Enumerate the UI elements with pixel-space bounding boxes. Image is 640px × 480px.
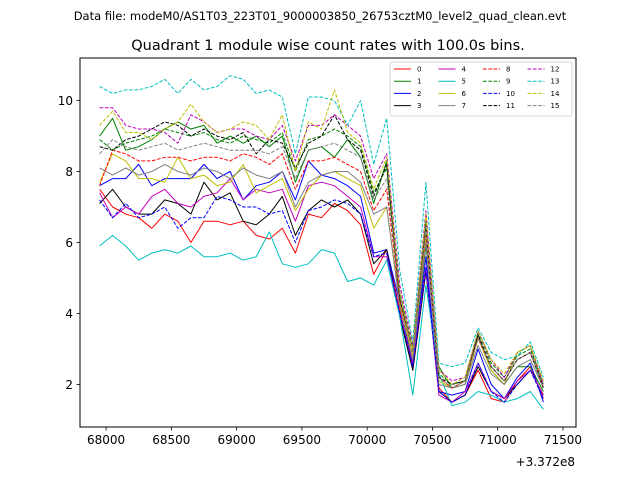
series-line-14 bbox=[99, 89, 544, 385]
x-tick-label: 69000 bbox=[218, 433, 256, 447]
series-line-11 bbox=[99, 114, 544, 389]
x-tick-label: 71000 bbox=[479, 433, 517, 447]
y-tick-label: 2 bbox=[65, 378, 73, 392]
legend-label-15: 15 bbox=[551, 102, 560, 110]
x-axis: 68000 68500 69000 69500 70000 70500 71000 71500 bbox=[87, 427, 582, 447]
y-tick-label: 8 bbox=[65, 165, 73, 179]
legend-label-9: 9 bbox=[506, 78, 510, 86]
series-line-9 bbox=[99, 128, 544, 385]
series-line-13 bbox=[99, 75, 544, 378]
x-tick-label: 70500 bbox=[413, 433, 451, 447]
legend-label-2: 2 bbox=[417, 90, 421, 98]
series-line-5 bbox=[99, 231, 544, 410]
figure-suptitle: Data file: modeM0/AS1T03_223T01_90000038… bbox=[74, 9, 567, 23]
legend-label-13: 13 bbox=[551, 78, 560, 86]
legend-label-7: 7 bbox=[462, 102, 466, 110]
y-tick-label: 6 bbox=[65, 236, 73, 250]
series-line-15 bbox=[99, 139, 544, 389]
x-tick-label: 68500 bbox=[152, 433, 190, 447]
legend-label-8: 8 bbox=[506, 66, 510, 74]
x-tick-label: 69500 bbox=[283, 433, 321, 447]
legend-label-5: 5 bbox=[462, 78, 466, 86]
x-offset-label: +3.372e8 bbox=[516, 455, 575, 469]
series-line-10 bbox=[99, 195, 544, 403]
x-tick-label: 68000 bbox=[87, 433, 125, 447]
legend-box bbox=[389, 61, 573, 117]
legend-label-1: 1 bbox=[417, 78, 421, 86]
legend-label-14: 14 bbox=[551, 90, 560, 98]
legend-label-11: 11 bbox=[506, 102, 515, 110]
plot-area bbox=[99, 75, 544, 410]
y-tick-label: 10 bbox=[58, 94, 73, 108]
y-axis: 2 4 6 8 10 bbox=[58, 94, 80, 392]
series-line-4 bbox=[99, 178, 544, 403]
x-tick-label: 71500 bbox=[544, 433, 582, 447]
legend-label-3: 3 bbox=[417, 102, 421, 110]
legend-label-12: 12 bbox=[551, 66, 560, 74]
y-tick-label: 4 bbox=[65, 307, 73, 321]
legend-label-10: 10 bbox=[506, 90, 515, 98]
series-line-7 bbox=[99, 163, 544, 389]
x-tick-label: 70000 bbox=[348, 433, 386, 447]
legend-label-0: 0 bbox=[417, 66, 421, 74]
chart-title: Quadrant 1 module wise count rates with … bbox=[131, 38, 525, 54]
legend-label-6: 6 bbox=[462, 90, 467, 98]
legend-label-4: 4 bbox=[462, 66, 467, 74]
